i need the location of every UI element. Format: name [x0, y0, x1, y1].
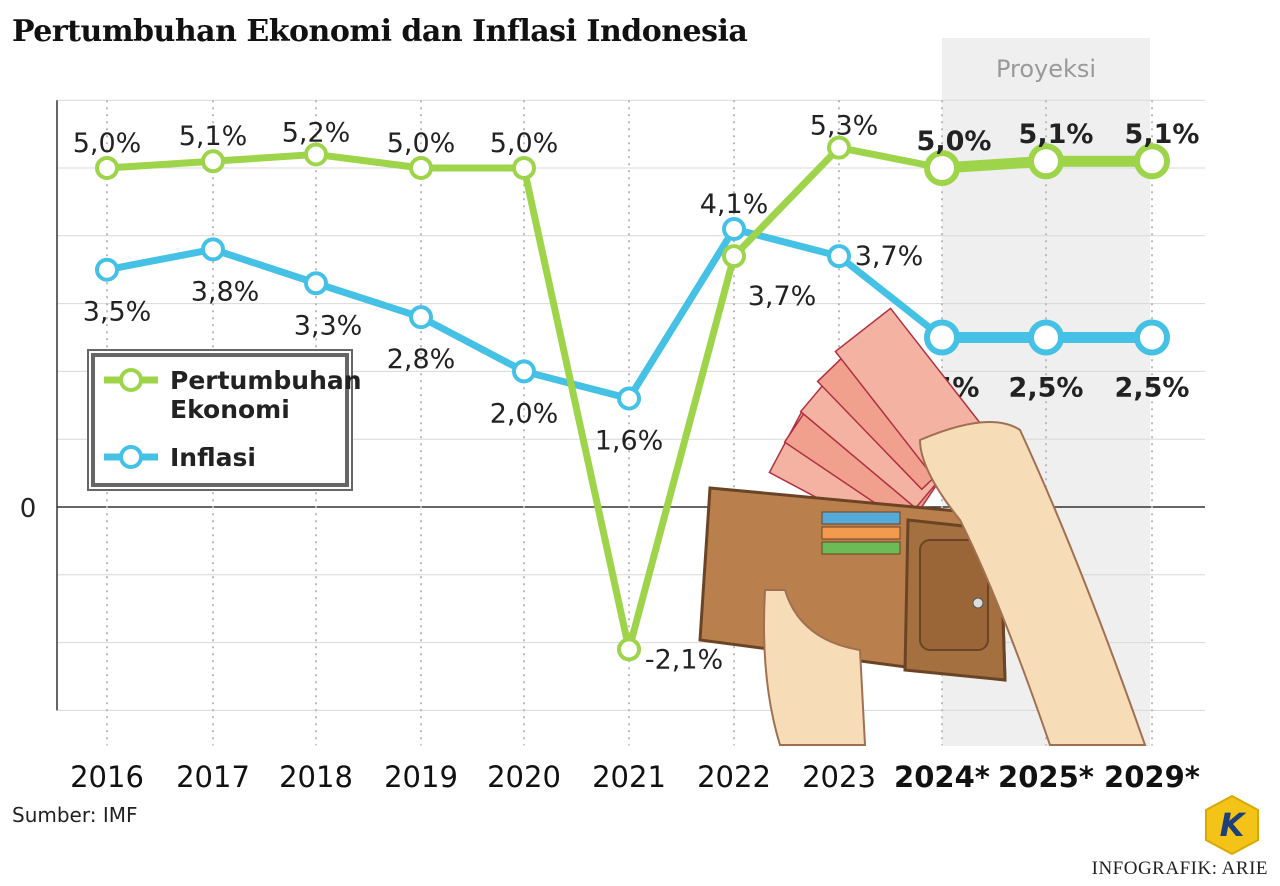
projection-label: Proyeksi [996, 55, 1096, 83]
x-tick-label: 2022 [697, 760, 771, 794]
data-label: 5,1% [1019, 119, 1094, 150]
data-point [617, 637, 641, 662]
data-point [722, 244, 746, 269]
data-point [409, 305, 433, 330]
data-point [924, 319, 960, 356]
x-tick-label: 2020 [487, 760, 561, 794]
card-icon [821, 511, 901, 525]
card-icon [821, 541, 901, 555]
wallet-pocket [919, 539, 989, 651]
zero-tick-label: 0 [20, 494, 37, 524]
data-point [409, 156, 433, 180]
data-point [722, 217, 746, 242]
x-tick-label: 2025* [998, 760, 1094, 794]
source-note: Sumber: IMF [12, 803, 138, 827]
data-label: 3,7% [855, 241, 924, 272]
legend-swatch-marker [119, 445, 143, 469]
data-label: 1,6% [595, 426, 664, 457]
data-label: 2,5% [1009, 373, 1084, 404]
data-point [304, 142, 328, 167]
data-point [924, 150, 960, 186]
data-point [201, 237, 225, 262]
data-point [512, 359, 536, 384]
data-point [1134, 143, 1170, 180]
data-label: 5,0% [73, 128, 142, 159]
data-point [827, 244, 851, 269]
data-label: 5,1% [179, 121, 248, 152]
x-tick-label: 2023 [802, 760, 876, 794]
legend-inner-border [91, 353, 349, 487]
logo-letter: K [1220, 806, 1247, 844]
data-point [1028, 143, 1064, 180]
data-label: 5,0% [490, 128, 559, 159]
x-tick-label: 2029* [1104, 760, 1200, 794]
data-label: 3,8% [191, 276, 260, 307]
data-label: 5,0% [387, 128, 456, 159]
wallet-button [972, 597, 984, 609]
data-label: 3,3% [294, 310, 363, 341]
legend-label: Ekonomi [170, 395, 290, 424]
x-tick-label: 2021 [592, 760, 666, 794]
data-label: 4,1% [700, 189, 769, 220]
data-label: 5,1% [1125, 119, 1200, 150]
data-point [304, 271, 328, 296]
page-title: Pertumbuhan Ekonomi dan Inflasi Indonesi… [12, 14, 748, 49]
data-label: 3,7% [748, 281, 817, 312]
data-label: 2,8% [387, 344, 456, 375]
legend-label: Inflasi [170, 443, 256, 472]
x-tick-label: 2018 [279, 760, 353, 794]
data-label: 5,2% [282, 117, 351, 148]
x-tick-label: 2024* [894, 760, 990, 794]
data-point [201, 149, 225, 174]
data-point [827, 135, 851, 160]
logo-hexagon [1205, 794, 1259, 856]
x-tick-label: 2016 [70, 760, 144, 794]
hand-left-icon [763, 589, 867, 746]
data-label: 2,5% [1115, 373, 1190, 404]
data-point [512, 156, 536, 180]
data-point [1134, 319, 1170, 356]
data-label: -2,1% [645, 644, 723, 675]
legend-label: Pertumbuhan [170, 366, 362, 395]
data-label: 3,5% [83, 297, 152, 328]
publisher-logo: K [1205, 794, 1259, 856]
card-icon [821, 526, 901, 540]
legend-swatch-marker [119, 368, 143, 392]
data-point [95, 257, 119, 282]
data-label: 5,0% [917, 126, 992, 157]
data-point [95, 156, 119, 180]
x-tick-label: 2019 [384, 760, 458, 794]
credit: INFOGRAFIK: ARIE [1091, 858, 1268, 879]
data-label: 2,0% [490, 398, 559, 429]
data-label: 5,3% [810, 111, 879, 142]
hand-right-icon [918, 421, 1147, 746]
x-tick-label: 2017 [176, 760, 250, 794]
data-point [1028, 319, 1064, 356]
wallet-money-illustration [698, 307, 1147, 746]
data-point [617, 386, 641, 411]
